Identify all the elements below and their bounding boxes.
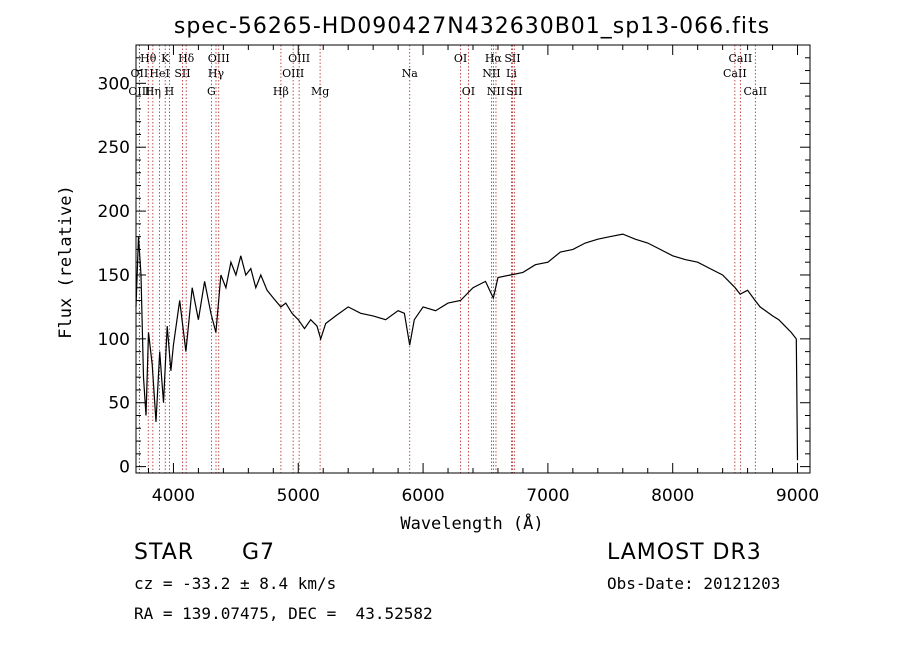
line-label: Hθ <box>140 52 157 65</box>
x-tick-label: 4000 <box>152 486 195 506</box>
line-label: Hδ <box>178 52 195 65</box>
object-class: STAR <box>134 540 195 565</box>
line-label: Li <box>506 67 517 80</box>
y-tick-label: 100 <box>98 330 130 350</box>
line-label: OIII <box>208 52 230 65</box>
y-tick-label: 250 <box>98 138 130 158</box>
line-label: SII <box>504 52 520 65</box>
coordinates-readout: RA = 139.07475, DEC = 43.52582 <box>134 604 433 623</box>
survey-name: LAMOST DR3 <box>607 540 762 565</box>
spectral-line-labels: Hθ OII OIII K HeI Hη SII H Hδ OIII Hγ G OIII OIII Hβ Mg… <box>128 52 767 98</box>
spectrum-series <box>135 233 799 461</box>
spectral-line-markers <box>138 45 756 473</box>
x-tick-label: 6000 <box>401 486 444 506</box>
line-label: Na <box>402 67 419 80</box>
line-label: OI <box>454 52 467 65</box>
line-label: Hγ <box>208 67 225 80</box>
line-label: SII <box>174 67 190 80</box>
line-label: Hη <box>145 85 161 98</box>
observation-date: Obs-Date: 20121203 <box>607 574 781 593</box>
y-tick-label: 0 <box>119 458 130 478</box>
line-label: Hβ <box>273 85 289 98</box>
y-tick-label: 200 <box>98 202 130 222</box>
y-tick-label: 300 <box>98 74 130 94</box>
line-label: H <box>165 85 175 98</box>
chart-title: spec-56265-HD090427N432630B01_sp13-066.f… <box>174 14 770 39</box>
object-subclass: G7 <box>242 540 276 565</box>
x-tick-label: 8000 <box>651 486 694 506</box>
spectrum-line <box>135 233 799 461</box>
line-label: Mg <box>311 85 329 98</box>
line-label: K <box>161 52 170 65</box>
line-label: CaII <box>743 85 767 98</box>
line-label: NII <box>487 85 505 98</box>
line-label: CaII <box>723 67 747 80</box>
x-axis-title: Wavelength (Å) <box>400 512 543 534</box>
x-tick-label: 5000 <box>277 486 320 506</box>
plot-frame <box>135 44 811 474</box>
line-label: NII <box>482 67 500 80</box>
y-tick-label: 150 <box>98 266 130 286</box>
x-tick-label: 9000 <box>776 486 819 506</box>
line-label: SII <box>506 85 522 98</box>
x-tick-label: 7000 <box>526 486 569 506</box>
line-label: CaII <box>729 52 753 65</box>
line-label: Hα <box>485 52 503 65</box>
y-tick-label: 50 <box>108 394 130 414</box>
y-axis-title: Flux (relative) <box>56 185 76 339</box>
velocity-readout: cz = -33.2 ± 8.4 km/s <box>134 574 337 593</box>
line-label: HeI <box>149 67 169 80</box>
y-axis-ticks: 0 50 100 150 200 250 300 <box>98 44 810 478</box>
line-label: OIII <box>282 67 304 80</box>
line-label: OIII <box>128 85 150 98</box>
line-label: OIII <box>288 52 310 65</box>
x-axis-ticks: 4000 5000 6000 7000 8000 9000 <box>147 45 819 506</box>
line-label: OI <box>462 85 475 98</box>
line-label: OII <box>131 67 149 80</box>
line-label: G <box>207 85 216 98</box>
